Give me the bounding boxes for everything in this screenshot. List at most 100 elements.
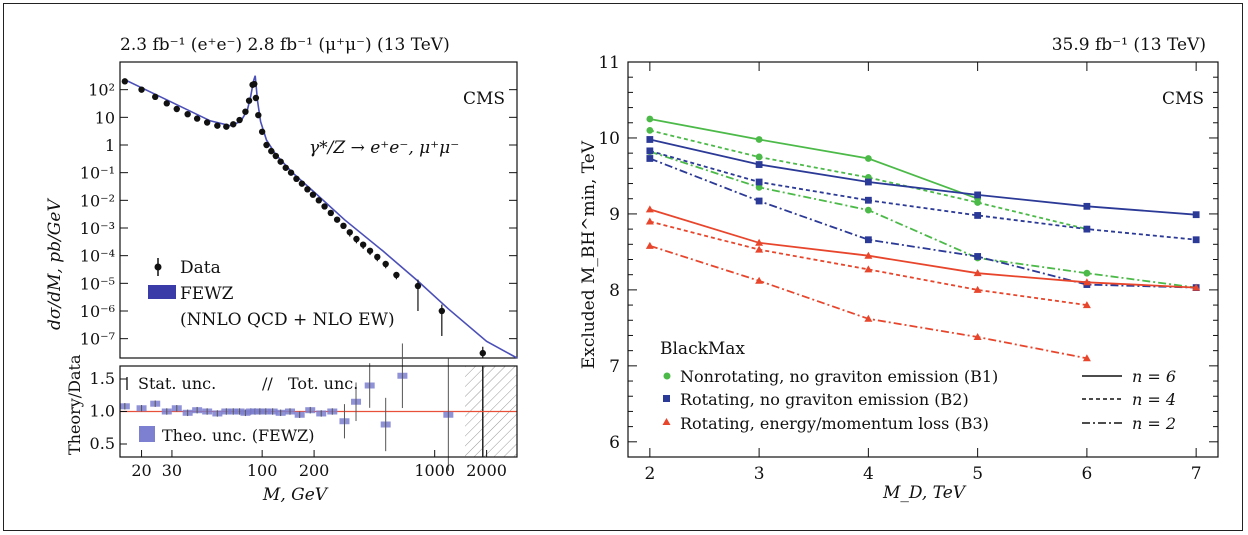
left-top-ytick-label: 10⁻⁴ xyxy=(80,247,115,266)
data-point xyxy=(393,271,400,279)
left-top-legend: Data FEWZ (NNLO QCD + NLO EW) xyxy=(148,258,395,330)
data-point xyxy=(304,186,311,193)
right-xtick-label: 6 xyxy=(1081,464,1092,484)
right-ytick-label: 9 xyxy=(609,205,620,225)
b1-marker xyxy=(864,206,872,214)
legend-n6-label: n = 6 xyxy=(1132,367,1176,386)
b3-marker xyxy=(1082,278,1091,286)
ratio-ytick-label: 0.5 xyxy=(90,434,115,453)
data-point xyxy=(382,260,389,268)
left-top-ytick-label: 10⁻³ xyxy=(80,219,115,238)
legend-data-marker xyxy=(154,263,162,271)
b3-marker xyxy=(1082,301,1091,309)
data-point xyxy=(309,191,317,198)
b2-marker xyxy=(1192,236,1200,244)
left-top-ytick-label: 10⁻⁵ xyxy=(80,274,115,293)
left-top-ytick-label: 10 xyxy=(95,108,115,127)
left-top-ytick-label: 1 xyxy=(105,136,115,155)
data-point xyxy=(414,282,422,290)
b2-marker xyxy=(755,197,763,205)
b3-marker xyxy=(755,238,764,246)
right-xtick-label: 7 xyxy=(1191,464,1202,484)
series-line-b2-n6 xyxy=(649,138,1197,216)
b2-marker xyxy=(646,147,654,155)
right-ylabel: Excluded M_BH^min, TeV xyxy=(579,140,599,369)
data-point xyxy=(346,229,353,236)
data-point xyxy=(353,235,360,243)
ratio-ylabel: Theory/Data xyxy=(65,354,84,455)
data-point xyxy=(333,216,341,223)
data-point xyxy=(263,141,270,149)
legend-n4-label: n = 4 xyxy=(1132,390,1176,409)
data-point xyxy=(121,78,129,85)
b2-marker xyxy=(646,155,654,162)
data-point xyxy=(152,93,159,101)
data-point xyxy=(138,86,145,93)
right-xtick-label: 2 xyxy=(644,464,655,484)
right-legend: BlackMax Nonrotating, no graviton emissi… xyxy=(660,339,1176,433)
legend-fewz-note: (NNLO QCD + NLO EW) xyxy=(180,310,395,330)
data-point xyxy=(193,115,201,122)
b3-marker xyxy=(645,241,654,249)
data-point xyxy=(184,110,191,118)
left-top-ytick-label: 10⁻² xyxy=(80,191,115,210)
b1-marker xyxy=(864,155,872,162)
data-point xyxy=(282,164,289,171)
b3-marker xyxy=(973,332,982,340)
data-point xyxy=(272,152,280,160)
b1-marker xyxy=(755,183,763,191)
data-point xyxy=(366,247,374,254)
b2-marker xyxy=(974,191,982,199)
legend-tot-marker: // xyxy=(262,374,273,393)
right-axes: 6 7 8 9 10 11 2 3 4 5 6 7 xyxy=(598,53,1219,484)
ratio-xtick-label: 100 xyxy=(247,461,278,480)
b2-marker xyxy=(755,178,763,186)
series-line-b1-n6 xyxy=(649,118,978,200)
data-point xyxy=(277,158,284,165)
right-ytick-label: 10 xyxy=(598,129,620,149)
data-point xyxy=(223,123,230,130)
legend-fewz-swatch xyxy=(148,285,176,299)
right-ytick-label: 8 xyxy=(609,281,620,301)
left-cms-label: CMS xyxy=(463,89,505,109)
data-point xyxy=(374,253,381,261)
b3-marker xyxy=(864,251,873,259)
b3-marker xyxy=(755,276,764,284)
legend-stat-label: Stat. unc. xyxy=(138,374,216,393)
b3-marker xyxy=(645,205,654,213)
data-point xyxy=(287,169,295,176)
legend-b2-marker xyxy=(663,395,670,402)
legend-blackmax-title: BlackMax xyxy=(660,339,745,359)
b2-marker xyxy=(864,236,872,244)
right-ytick-label: 7 xyxy=(609,357,620,377)
data-point xyxy=(268,147,275,155)
data-point xyxy=(340,222,347,230)
b3-marker xyxy=(864,314,873,322)
right-xtick-label: 3 xyxy=(754,464,765,484)
left-bottom-axes: 0.5 1.0 1.5 20 30 100 200 1000 2000 xyxy=(90,343,518,480)
ratio-xtick-label: 20 xyxy=(131,461,151,480)
b2-marker xyxy=(864,196,872,204)
right-ytick-label: 11 xyxy=(598,53,620,73)
left-top-ytick-label: 10⁻⁷ xyxy=(80,330,115,349)
data-point xyxy=(251,80,258,88)
b3-marker xyxy=(755,245,764,253)
legend-tot-label: Tot. unc. xyxy=(288,374,358,393)
data-point xyxy=(203,119,211,126)
b1-marker xyxy=(755,153,763,161)
data-point xyxy=(245,97,253,104)
data-point xyxy=(359,241,367,248)
left-top-plot-frame xyxy=(119,61,518,359)
b1-marker xyxy=(974,199,982,206)
left-process-label: γ*/Z → e⁺e⁻, μ⁺μ⁻ xyxy=(309,138,459,158)
left-top-axes: 10² 10 1 10⁻¹ 10⁻² 10⁻³ 10⁻⁴ 10⁻⁵ 10⁻⁶ 10⁻⁷ xyxy=(80,61,518,359)
legend-b3-label: Rotating, energy/momentum loss (B3) xyxy=(680,414,989,433)
legend-b1-label: Nonrotating, no graviton emission (B1) xyxy=(680,367,998,386)
series-line-b1-n4 xyxy=(649,129,1088,230)
data-point xyxy=(258,128,266,135)
data-point xyxy=(236,116,243,124)
b1-marker xyxy=(1083,269,1091,277)
right-lumi-title: 35.9 fb⁻¹ (13 TeV) xyxy=(1052,35,1206,55)
ratio-legend: Stat. unc. // Tot. unc. Theo. unc. (FEWZ… xyxy=(126,374,358,445)
b3-marker xyxy=(973,269,982,277)
